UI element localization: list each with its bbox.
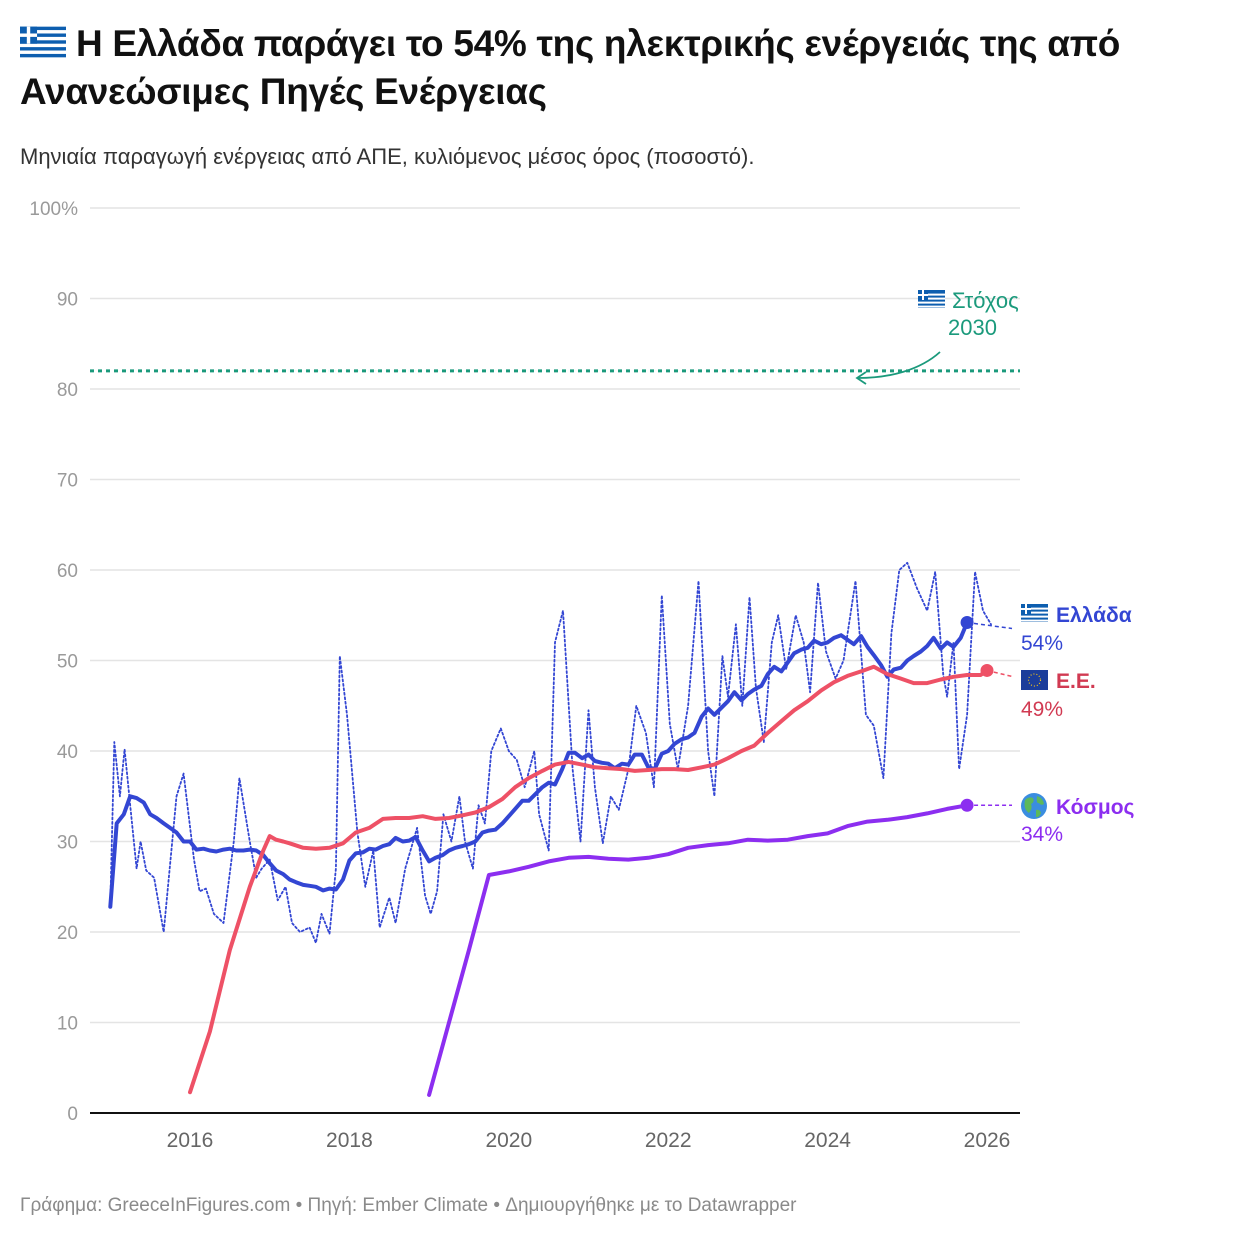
label-connector	[966, 621, 1013, 630]
eu-label-value: 49%	[1021, 698, 1063, 721]
y-tick-label: 20	[57, 923, 78, 944]
label-connector	[986, 669, 1013, 678]
chart-title: Η Ελλάδα παράγει το 54% της ηλεκτρικής ε…	[20, 20, 1220, 116]
annotation-arrow	[857, 351, 941, 379]
globe-icon	[1021, 793, 1047, 819]
eu-label-name: Ε.Ε.	[1056, 670, 1096, 693]
eu-end-dot	[980, 663, 994, 677]
eu-flag-icon	[1021, 670, 1048, 690]
greece-end-dot	[960, 615, 974, 629]
greece-label-name: Ελλάδα	[1056, 604, 1132, 627]
y-tick-label: 80	[57, 380, 78, 401]
chart-subtitle: Μηνιαία παραγωγή ενέργειας από ΑΠΕ, κυλι…	[20, 144, 755, 169]
target-label-line2: 2030	[948, 315, 997, 340]
y-tick-label: 100%	[29, 199, 78, 220]
arrow-head-icon	[855, 371, 867, 385]
greece-flag-icon	[20, 26, 66, 58]
title-text: Η Ελλάδα παράγει το 54% της ηλεκτρικής ε…	[20, 23, 1121, 112]
y-tick-label: 70	[57, 471, 78, 492]
target-label-line1: Στόχος	[952, 288, 1019, 313]
y-tick-label: 30	[57, 833, 78, 854]
y-tick-label: 10	[57, 1014, 78, 1035]
y-tick-label: 0	[67, 1104, 78, 1125]
world-label-value: 34%	[1021, 823, 1063, 846]
world-series	[427, 803, 970, 1097]
world-label-name: Κόσμος	[1056, 796, 1135, 819]
x-tick-label: 2016	[167, 1129, 214, 1152]
y-tick-label: 50	[57, 652, 78, 673]
greece-label-value: 54%	[1021, 632, 1063, 655]
greece-monthly-series	[109, 561, 992, 944]
eu-series	[188, 664, 989, 1095]
x-tick-label: 2026	[964, 1129, 1011, 1152]
y-tick-label: 40	[57, 742, 78, 763]
footer-credit: Γράφημα: GreeceInFigures.com • Πηγή: Emb…	[20, 1195, 797, 1216]
greece-flag-icon	[918, 290, 945, 308]
y-tick-label: 60	[57, 561, 78, 582]
x-tick-label: 2022	[645, 1129, 692, 1152]
y-tick-label: 90	[57, 290, 78, 311]
greece-flag-icon	[1021, 604, 1048, 622]
x-tick-label: 2020	[485, 1129, 532, 1152]
x-tick-label: 2018	[326, 1129, 373, 1152]
x-tick-label: 2024	[804, 1129, 851, 1152]
world-end-dot	[960, 798, 974, 812]
